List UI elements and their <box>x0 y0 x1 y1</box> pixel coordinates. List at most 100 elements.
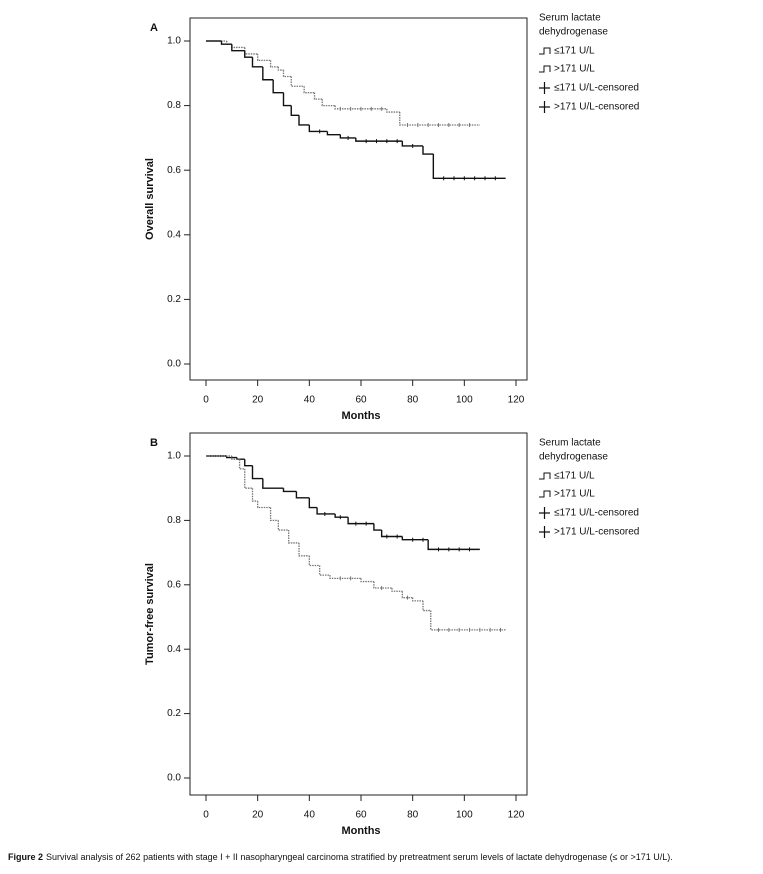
survival-step <box>308 555 320 567</box>
legend-label: ≤171 U/L-censored <box>554 508 639 519</box>
x-tick-label: 40 <box>304 810 316 821</box>
y-tick-label: 0.0 <box>167 359 181 370</box>
legend-label: >171 U/L-censored <box>554 527 639 538</box>
caption-text: Survival analysis of 262 patients with s… <box>46 852 673 862</box>
legend-label: ≤171 U/L-censored <box>554 83 639 94</box>
y-tick-label: 0.8 <box>167 515 181 526</box>
legend-swatch <box>539 47 551 55</box>
survival-step <box>316 507 336 515</box>
survival-step <box>251 465 263 480</box>
survival-step <box>277 66 284 71</box>
survival-step <box>257 53 271 62</box>
survival-step <box>339 134 356 139</box>
survival-step <box>401 141 423 147</box>
caption-label: Figure 2 <box>8 852 43 862</box>
survival-step <box>282 70 292 78</box>
x-tick-label: 20 <box>252 810 264 821</box>
legend-label: >171 U/L-censored <box>554 102 639 113</box>
survival-step <box>262 478 284 489</box>
survival-step <box>269 60 279 68</box>
y-tick-label: 0.2 <box>167 708 181 719</box>
survival-step <box>347 517 374 525</box>
y-tick-label: 1.0 <box>167 36 181 47</box>
survival-step <box>244 47 258 55</box>
y-tick-label: 0.0 <box>167 773 181 784</box>
survival-step <box>373 523 382 531</box>
y-tick-label: 0.4 <box>167 229 181 240</box>
survival-step <box>244 468 253 489</box>
survival-step <box>430 610 506 631</box>
survival-step <box>277 520 289 531</box>
legend-censor-swatch <box>539 82 550 94</box>
survival-step <box>262 66 274 81</box>
survival-step <box>303 86 315 94</box>
survival-step <box>355 137 403 142</box>
survival-step <box>334 105 387 110</box>
survival-step <box>251 488 258 502</box>
survival-step <box>290 105 299 116</box>
x-axis-title: Months <box>341 410 380 422</box>
x-tick-label: 60 <box>355 810 367 821</box>
survival-step <box>401 591 413 599</box>
survival-step <box>236 457 245 460</box>
x-tick-label: 20 <box>252 395 264 406</box>
survival-step <box>319 565 330 576</box>
survival-step <box>231 44 245 49</box>
survival-step <box>373 581 392 589</box>
legend-label: ≤171 U/L <box>554 46 595 57</box>
x-tick-label: 100 <box>456 395 473 406</box>
survival-step <box>282 488 297 493</box>
plot-frame <box>189 432 528 796</box>
y-tick-label: 0.8 <box>167 100 181 111</box>
survival-step <box>432 154 506 179</box>
legend-title: Serum lactate <box>539 13 601 24</box>
y-tick-label: 1.0 <box>167 451 181 462</box>
x-tick-label: 0 <box>203 810 209 821</box>
survival-step <box>313 92 323 100</box>
survival-step <box>334 513 349 518</box>
survival-step <box>244 459 253 467</box>
x-tick-label: 100 <box>456 810 473 821</box>
survival-step <box>308 124 328 133</box>
y-tick-label: 0.6 <box>167 165 181 176</box>
survival-step <box>329 575 361 580</box>
survival-step <box>231 456 240 460</box>
survival-step <box>251 57 263 68</box>
survival-step <box>399 112 480 126</box>
y-tick-label: 0.6 <box>167 579 181 590</box>
legend-swatch <box>539 472 551 480</box>
survival-step <box>244 50 253 58</box>
x-tick-label: 120 <box>508 810 525 821</box>
legend-label: >171 U/L <box>554 64 595 75</box>
legend-swatch <box>539 490 551 498</box>
x-tick-label: 80 <box>407 395 419 406</box>
caption: Figure 2 Survival analysis of 262 patient… <box>8 852 673 862</box>
survival-step <box>272 79 284 94</box>
survival-step <box>220 41 232 45</box>
survival-step <box>326 131 341 136</box>
x-tick-label: 80 <box>407 810 419 821</box>
survival-step <box>412 597 423 602</box>
legend-censor-swatch <box>539 507 550 519</box>
survival-step <box>422 145 434 155</box>
survival-step <box>282 92 292 107</box>
survival-step <box>321 99 336 107</box>
panel-label: B <box>150 437 158 449</box>
y-tick-label: 0.4 <box>167 644 181 655</box>
legend-label: >171 U/L <box>554 489 595 500</box>
survival-step <box>238 459 245 470</box>
survival-step <box>298 542 310 557</box>
survival-step <box>231 44 245 52</box>
survival-step <box>427 539 480 551</box>
survival-step <box>380 530 403 538</box>
x-tick-label: 60 <box>355 395 367 406</box>
x-tick-label: 0 <box>203 395 209 406</box>
legend-title: dehydrogenase <box>539 27 608 38</box>
survival-step <box>298 115 310 126</box>
panel-label: A <box>150 22 158 34</box>
legend-censor-swatch <box>539 101 550 113</box>
x-tick-label: 120 <box>508 395 525 406</box>
survival-step <box>295 491 310 499</box>
legend-label: ≤171 U/L <box>554 471 595 482</box>
survival-step <box>360 578 374 583</box>
